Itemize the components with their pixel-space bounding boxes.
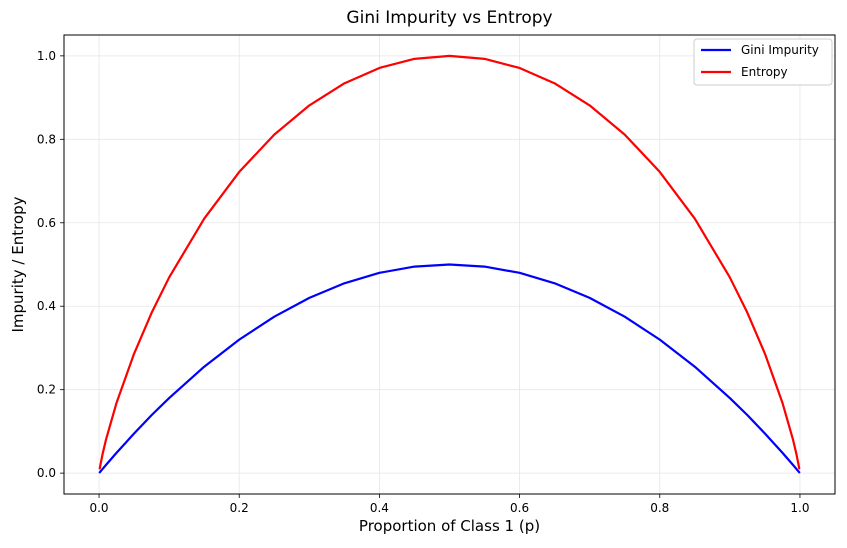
x-tick-label: 1.0: [790, 501, 809, 515]
y-tick-label: 0.8: [37, 132, 56, 146]
y-tick-label: 0.6: [37, 216, 56, 230]
x-tick-label: 0.2: [230, 501, 249, 515]
plot-frame: [63, 34, 836, 495]
series-group: [98, 54, 801, 474]
grid: [64, 35, 835, 494]
legend-label-entropy: Entropy: [741, 65, 788, 79]
x-tick-label: 0.6: [510, 501, 529, 515]
legend-label-gini-impurity: Gini Impurity: [741, 43, 819, 57]
x-tick-label: 0.0: [89, 501, 108, 515]
x-axis: 0.0 0.2 0.4 0.6 0.8 1.0: [89, 494, 810, 515]
y-tick-label: 1.0: [37, 49, 56, 63]
y-tick-label: 0.4: [37, 299, 56, 313]
chart-title: Gini Impurity vs Entropy: [346, 8, 552, 28]
series-line-entropy: [98, 54, 801, 470]
x-axis-label: Proportion of Class 1 (p): [359, 517, 540, 535]
series-line-gini-impurity: [98, 263, 801, 474]
y-axis-label: Impurity / Entropy: [9, 196, 27, 332]
x-tick-label: 0.8: [650, 501, 669, 515]
x-tick-label: 0.4: [370, 501, 389, 515]
legend: Gini Impurity Entropy: [693, 38, 833, 86]
y-tick-label: 0.0: [37, 466, 56, 480]
y-tick-label: 0.2: [37, 383, 56, 397]
y-axis: 0.0 0.2 0.4 0.6 0.8 1.0: [37, 49, 64, 480]
